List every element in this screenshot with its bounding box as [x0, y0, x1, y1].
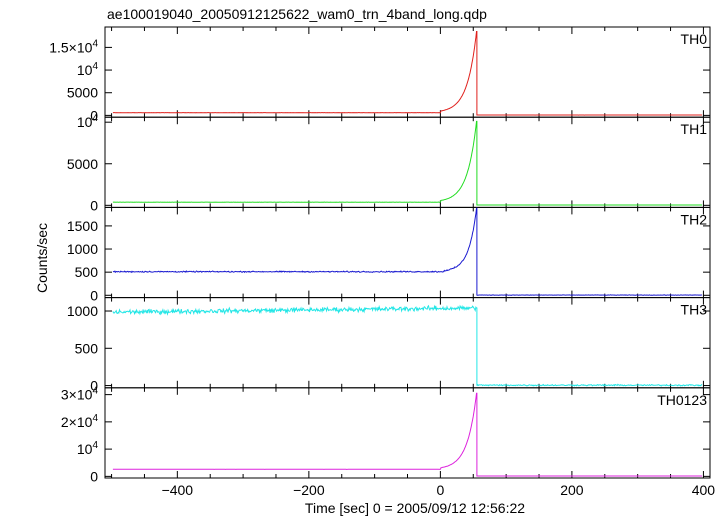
panel-frame [104, 26, 711, 118]
panel-th0: 0 5000 104 1.5×104 TH0 [49, 26, 711, 123]
y-tick-label: 1500 [67, 218, 98, 234]
panel-th2: 0 500 1000 1500 TH2 [67, 206, 711, 303]
panel-frame [104, 116, 711, 208]
y-axis-label: Counts/sec [34, 223, 50, 293]
panel-th3: 0 500 1000 TH3 [67, 297, 711, 394]
chart-title: ae100019040_20050912125622_wam0_trn_4ban… [107, 6, 487, 22]
panel-frame [104, 387, 711, 479]
x-tick-label: 0 [436, 482, 444, 498]
y-tick-label: 104 [77, 113, 99, 130]
x-tick-label: −200 [293, 482, 325, 498]
panel-frame [104, 206, 711, 299]
y-tick-label: 2×104 [61, 413, 99, 430]
series-line-th3 [112, 304, 703, 387]
x-tick-label: 400 [692, 482, 716, 498]
y-tick-label: 104 [77, 440, 99, 457]
y-tick-label: 500 [75, 264, 99, 280]
y-tick-label: 104 [77, 61, 99, 78]
panel-th1: 0 5000 104 TH1 [67, 113, 711, 213]
y-tick-label: 0 [90, 107, 98, 123]
y-tick-label: 0 [90, 468, 98, 484]
panel-label: TH0123 [657, 392, 707, 408]
y-tick-label: 5000 [67, 85, 98, 101]
y-tick-label: 0 [90, 287, 98, 303]
panel-th0123: 0 104 2×104 3×104 −400 −200 0 200 400 TH0123 [61, 386, 715, 498]
series-line-th0 [112, 31, 703, 116]
series-line-th2 [112, 207, 703, 296]
panel-label: TH2 [681, 211, 708, 227]
x-axis-label: Time [sec] 0 = 2005/09/12 12:56:22 [305, 500, 525, 516]
series-line-th1 [112, 120, 703, 206]
panel-label: TH1 [681, 121, 708, 137]
series-line-th0123 [112, 392, 703, 477]
panel-label: TH0 [681, 31, 708, 47]
y-tick-label: 1000 [67, 241, 98, 257]
y-tick-label: 0 [90, 378, 98, 394]
y-tick-label: 500 [75, 340, 99, 356]
y-tick-label: 1.5×104 [49, 38, 98, 55]
y-tick-label: 1000 [67, 303, 98, 319]
y-tick-label: 3×104 [61, 386, 99, 403]
x-tick-label: −400 [162, 482, 194, 498]
y-tick-label: 0 [90, 197, 98, 213]
panel-label: TH3 [681, 302, 708, 318]
y-tick-label: 5000 [67, 156, 98, 172]
x-tick-label: 200 [560, 482, 584, 498]
